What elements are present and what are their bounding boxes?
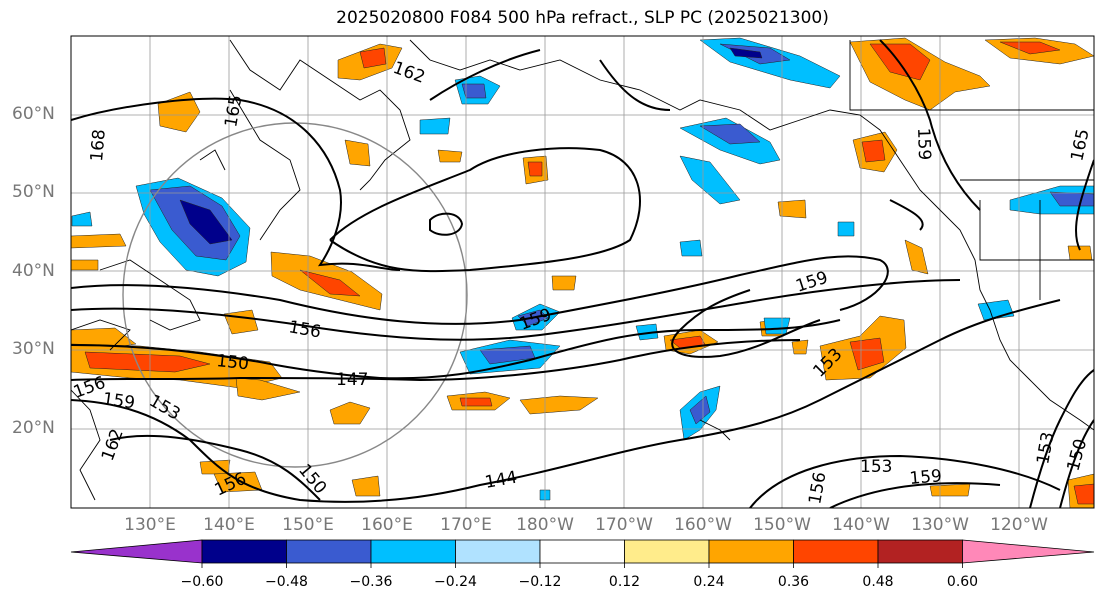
colorbar-tick-label: 0.24 xyxy=(693,574,725,590)
colorbar-swatch xyxy=(962,539,1095,564)
lon-label: 140°E xyxy=(203,515,255,535)
contour-label: 150 xyxy=(1064,437,1092,474)
lon-label: 170°E xyxy=(440,515,492,535)
lat-label: 40°N xyxy=(12,261,55,281)
negative-anomaly-patches xyxy=(71,37,1094,501)
colorbar-swatch xyxy=(70,539,203,564)
lon-label: 160°W xyxy=(674,515,732,535)
colorbar-tick-label: 0.60 xyxy=(946,574,979,590)
contour-label: 156 xyxy=(805,470,830,505)
colorbar-swatch xyxy=(201,539,287,564)
contour-label: 144 xyxy=(483,468,518,493)
lon-label: 150°E xyxy=(282,515,334,535)
colorbar-swatch xyxy=(877,539,963,564)
lat-label: 60°N xyxy=(12,104,55,124)
colorbar-swatch xyxy=(286,539,372,564)
contour-label: 159 xyxy=(913,127,934,160)
contour-label: 162 xyxy=(390,58,427,88)
lat-label: 30°N xyxy=(12,339,55,359)
colorbar-tick-label: −0.36 xyxy=(349,574,393,590)
lat-label: 50°N xyxy=(12,182,55,202)
lat-lon-grid xyxy=(71,36,1094,508)
contour-label: 153 xyxy=(860,457,892,477)
lon-label: 170°W xyxy=(595,515,653,535)
colorbar-tick-label: −0.60 xyxy=(180,574,224,590)
contour-label: 156 xyxy=(287,317,322,342)
colorbar-swatch xyxy=(455,539,541,564)
contour-label: 159 xyxy=(517,305,554,335)
colorbar xyxy=(70,539,1095,568)
contour-label: 150 xyxy=(294,460,330,498)
colorbar-tick-label: −0.48 xyxy=(265,574,308,590)
contour-label: 159 xyxy=(909,466,943,489)
colorbar-tick-label: −0.24 xyxy=(434,574,477,590)
contour-label: 165 xyxy=(221,93,246,128)
lon-label: 160°E xyxy=(361,515,413,535)
lat-label: 20°N xyxy=(12,418,55,438)
lon-label: 140°W xyxy=(832,515,890,535)
lon-label: 130°E xyxy=(124,515,176,535)
contour-label: 168 xyxy=(87,128,110,162)
contour-label: 153 xyxy=(1033,430,1058,465)
colorbar-swatch xyxy=(793,539,879,564)
contour-label: 165 xyxy=(1067,127,1093,163)
colorbar-tick-label: 0.12 xyxy=(608,574,641,590)
map-frame xyxy=(70,35,1095,509)
map-title: 2025020800 F084 500 hPa refract., SLP PC… xyxy=(336,8,829,28)
contour-label: 150 xyxy=(215,351,249,374)
contour-label: 147 xyxy=(336,370,368,390)
colorbar-tick-label: 0.36 xyxy=(777,574,810,590)
lon-label: 120°W xyxy=(990,515,1048,535)
lon-label: 180°W xyxy=(516,515,574,535)
colorbar-swatch xyxy=(624,539,710,564)
colorbar-swatch xyxy=(539,539,625,564)
colorbar-swatch xyxy=(370,539,456,564)
colorbar-tick-label: −0.12 xyxy=(518,574,562,590)
contour-label: 162 xyxy=(98,426,128,463)
coastlines xyxy=(71,39,1094,501)
contour-label: 159 xyxy=(793,268,830,297)
lon-label: 130°W xyxy=(911,515,969,535)
colorbar-tick-label: 0.48 xyxy=(862,574,894,590)
colorbar-swatch xyxy=(708,539,794,564)
lon-label: 150°W xyxy=(753,515,811,535)
contour-label: 153 xyxy=(146,391,184,425)
slp-contours xyxy=(71,39,1094,508)
contour-label: 159 xyxy=(101,389,136,413)
